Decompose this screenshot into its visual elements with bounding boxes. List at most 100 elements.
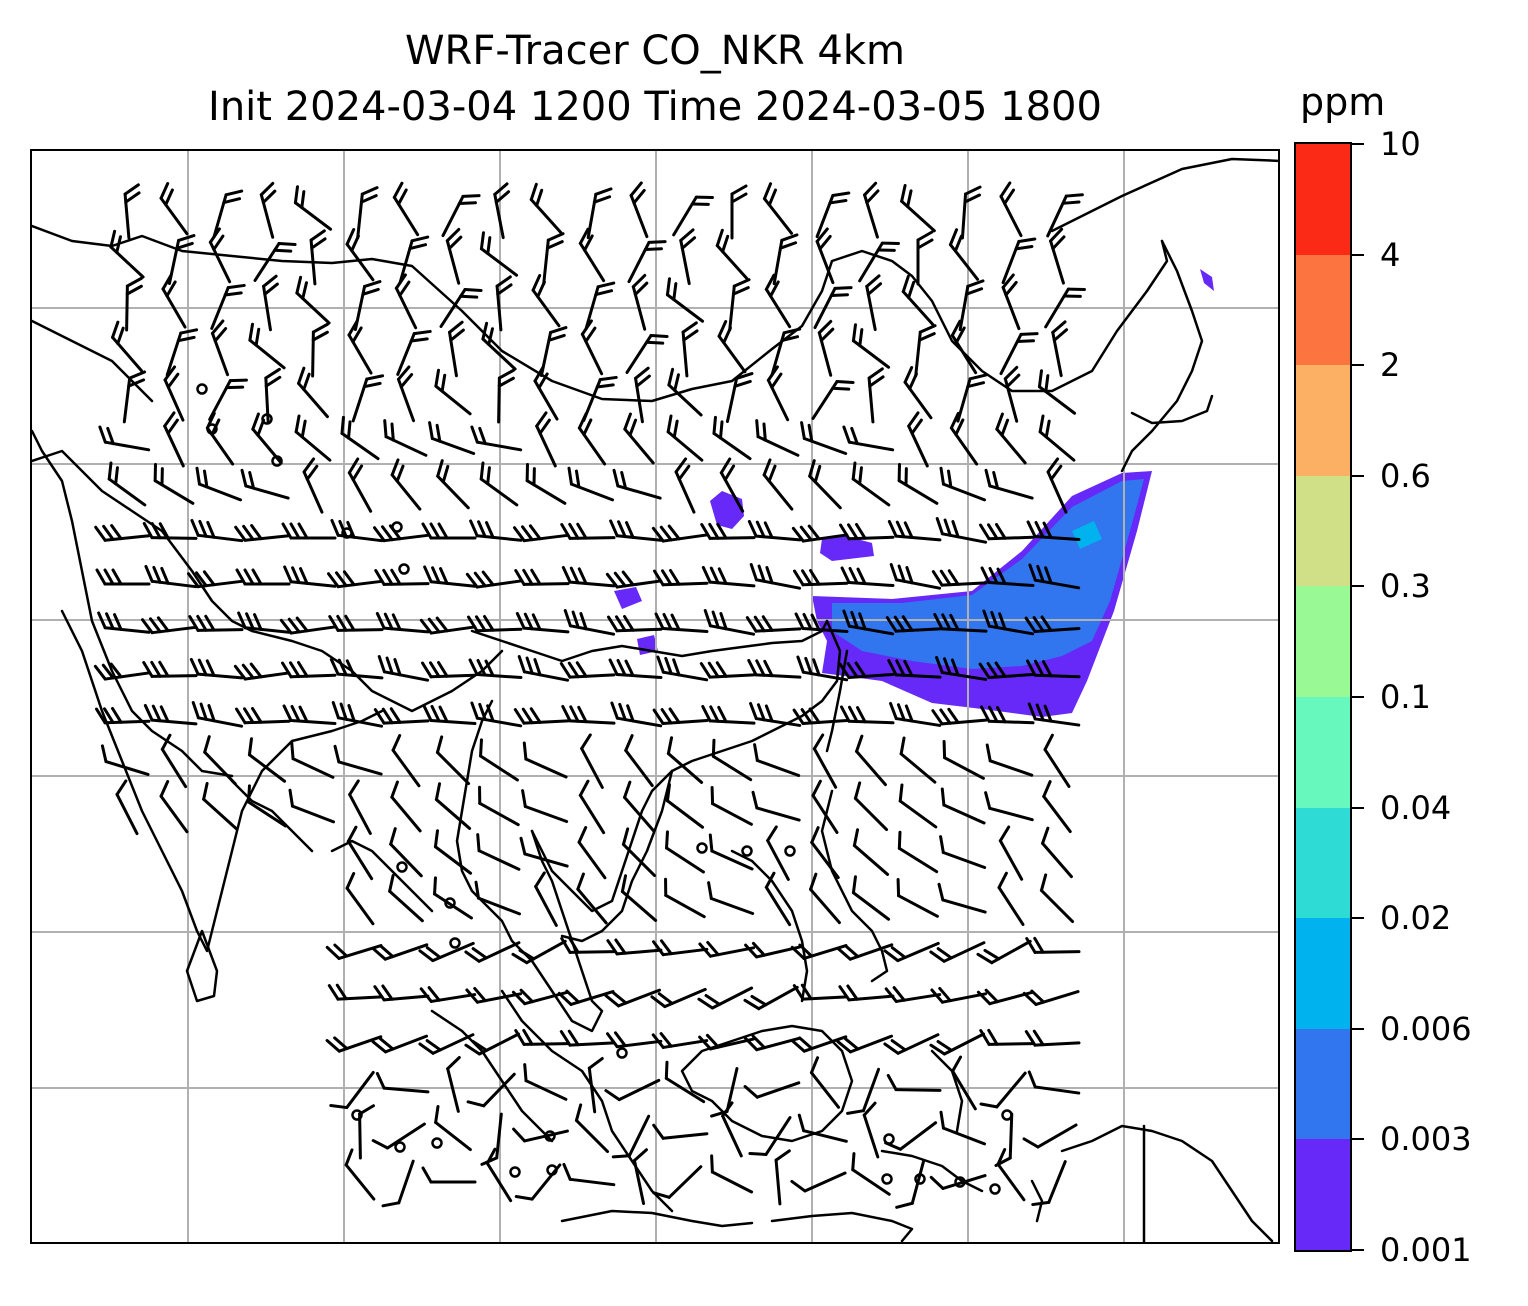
wind-barb	[371, 1122, 426, 1150]
wind-barb	[719, 457, 745, 513]
wind-barb	[998, 825, 1024, 881]
wind-barb	[1038, 414, 1076, 462]
calm-wind-circle	[509, 1166, 521, 1178]
coastline	[32, 224, 1169, 403]
calm-wind-circle	[883, 1133, 895, 1145]
wind-barb	[652, 939, 709, 957]
wind-barb	[749, 701, 802, 727]
wind-barb	[653, 568, 709, 587]
wind-barb	[914, 324, 937, 378]
wind-barb	[531, 274, 561, 328]
colorbar	[1294, 142, 1352, 1252]
coastline	[560, 1209, 754, 1228]
wind-barb	[436, 459, 470, 510]
wind-barb	[717, 320, 747, 374]
wind-barb	[1001, 237, 1037, 285]
colorbar-segment	[1296, 917, 1350, 1029]
wind-barb	[143, 703, 198, 726]
wind-barb	[1046, 457, 1068, 514]
chart-title-line-1: WRF-Tracer CO_NKR 4km	[404, 28, 906, 74]
wind-barb	[836, 943, 894, 961]
coastline	[1030, 1179, 1044, 1223]
colorbar-tick	[1352, 1027, 1364, 1030]
wind-barb	[651, 524, 709, 543]
wind-barb	[897, 830, 939, 874]
calm-wind-circle	[391, 521, 403, 533]
colorbar-tick	[1352, 696, 1364, 698]
wind-barb	[517, 655, 570, 682]
wind-barb	[667, 367, 703, 417]
wind-barb	[519, 836, 569, 868]
wind-barb	[701, 704, 756, 725]
wind-barb	[562, 1162, 616, 1187]
calm-wind-circle	[396, 861, 408, 873]
wind-barb	[1043, 733, 1071, 788]
wind-barb	[253, 242, 297, 282]
wind-barb	[606, 1031, 663, 1049]
wind-barb	[631, 273, 649, 331]
wind-barb	[811, 779, 839, 834]
wind-barb	[889, 563, 942, 590]
wind-barb	[809, 872, 841, 925]
plume-region	[614, 587, 642, 609]
wind-barb	[999, 181, 1023, 238]
colorbar-tick-label: 0.6	[1380, 456, 1431, 495]
wind-barb	[161, 273, 187, 329]
colorbar-tick	[1352, 1138, 1364, 1141]
wind-barb	[327, 983, 384, 1001]
wind-barb	[465, 986, 523, 1004]
wind-barb	[467, 614, 523, 633]
wind-barb	[711, 738, 753, 782]
wind-barb	[701, 565, 756, 588]
wind-barb	[580, 319, 604, 376]
wind-barb	[996, 1148, 1026, 1202]
colorbar-tick	[1352, 585, 1364, 588]
wind-barb	[794, 612, 849, 634]
wind-barb	[421, 1166, 477, 1184]
calm-wind-circle	[449, 937, 461, 949]
wind-barb	[666, 736, 704, 784]
wind-barb	[94, 524, 151, 542]
coastline	[455, 699, 494, 893]
wind-barb	[840, 566, 895, 588]
wind-barb	[93, 662, 151, 681]
wind-barb	[375, 1071, 430, 1094]
wind-barb	[327, 570, 384, 589]
wind-barb	[851, 323, 891, 369]
wind-barb	[441, 194, 481, 238]
calm-wind-circle	[881, 1173, 893, 1185]
wind-barb	[167, 234, 196, 286]
wind-barb	[836, 1034, 894, 1054]
wind-barb	[999, 332, 1039, 376]
colorbar-segment	[1296, 254, 1350, 366]
wind-barb	[939, 1110, 987, 1146]
coastline	[1060, 1124, 1274, 1242]
wind-barb	[281, 660, 337, 679]
wind-barb	[884, 1121, 938, 1151]
wind-barb	[606, 938, 663, 956]
wind-barb	[419, 616, 477, 635]
wind-barb	[708, 833, 754, 871]
wind-barb	[188, 614, 244, 632]
wind-barb	[744, 941, 801, 959]
wind-barb	[160, 733, 188, 789]
wind-barb	[567, 466, 615, 502]
wind-barb	[1028, 563, 1081, 590]
wind-barb	[664, 877, 706, 919]
calm-wind-circle	[914, 1173, 926, 1185]
colorbar-segment	[1296, 696, 1350, 808]
wind-barb	[980, 705, 1035, 725]
wind-barb	[468, 658, 523, 680]
wind-barb	[205, 411, 235, 466]
wind-barb	[470, 701, 523, 728]
wind-barb	[766, 825, 790, 881]
wind-barb	[604, 1078, 661, 1102]
coastline	[330, 839, 434, 913]
coastline	[185, 929, 219, 1003]
wind-barb	[792, 983, 849, 1001]
wind-barb	[514, 1028, 570, 1046]
wind-barb	[813, 286, 853, 330]
wind-barb	[1051, 320, 1069, 378]
wind-barb	[329, 1070, 375, 1110]
